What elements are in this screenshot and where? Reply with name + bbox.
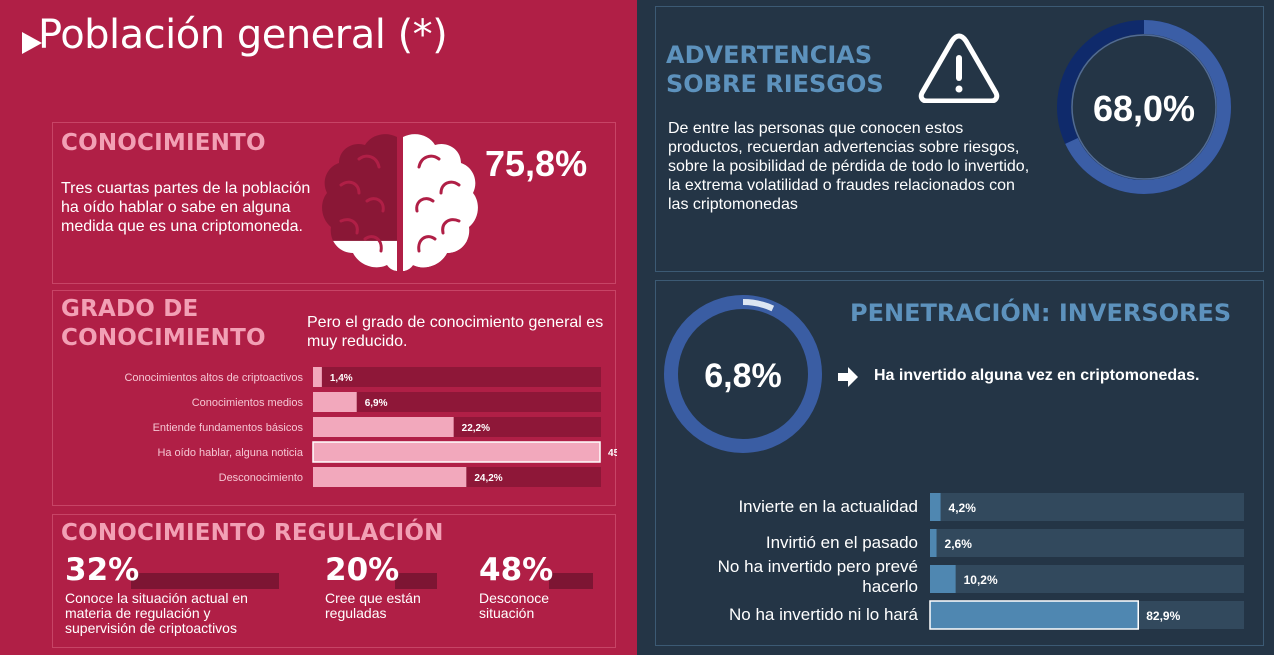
page-title: Población general (*) (38, 12, 448, 58)
regulacion-bar (549, 573, 593, 589)
inversores-category-label: hacerlo (862, 577, 918, 596)
inversores-bar (929, 600, 1139, 630)
conocimiento-box: CONOCIMIENTO Tres cuartas partes de la p… (52, 122, 616, 284)
regulacion-desc: Conoce la situación actual en materia de… (65, 590, 248, 636)
regulacion-item-conoce: 32% Conoce la situación actual en materi… (65, 553, 285, 636)
grado-category-label: Entiende fundamentos básicos (153, 422, 304, 434)
advertencias-ring: 68,0% (1057, 20, 1231, 194)
grado-value-label: 1,4% (330, 373, 353, 384)
arrow-right-icon (838, 367, 858, 387)
ring-fill (1057, 20, 1231, 194)
grado-bar (313, 467, 467, 487)
regulacion-desc: Cree que están reguladas (325, 590, 421, 621)
grado-bar (313, 392, 357, 412)
inversores-bar-track (930, 565, 1244, 593)
inversores-bar-chart: Invierte en la actualidad 4,2% Invirtió en… (718, 493, 1244, 630)
advertencias-text: De entre las personas que conocen estos … (668, 120, 1030, 213)
grado-bar (312, 441, 601, 463)
ring-fill (668, 299, 818, 449)
regulacion-item-reguladas: 20% Cree que están reguladas (325, 553, 445, 621)
inversores-category-label: Invirtió en el pasado (766, 533, 918, 552)
grado-value-label: 6,9% (365, 398, 388, 409)
grado-bar-track (313, 392, 601, 412)
advertencias-box: ADVERTENCIAS SOBRE RIESGOS De entre las … (655, 6, 1264, 272)
regulacion-heading: CONOCIMIENTO REGULACIÓN (61, 520, 444, 546)
left-panel: Población general (*) CONOCIMIENTO Tres … (0, 0, 637, 655)
regulacion-item-desconoce: 48% Desconoce situación (479, 553, 599, 621)
penetracion-title: PENETRACIÓN: INVERSORES (850, 299, 1232, 327)
grado-bar (313, 417, 454, 437)
grado-bar-chart: Conocimientos altos de criptoactivos 1,4%… (124, 367, 617, 487)
advertencias-title: ADVERTENCIAS SOBRE RIESGOS (666, 41, 884, 99)
inversores-bar-track (930, 529, 1244, 557)
grado-heading: GRADO DE CONOCIMIENTO (61, 296, 266, 351)
grado-text: Pero el grado de conocimiento general es… (307, 314, 604, 350)
inversores-bar (930, 565, 956, 593)
grado-box: GRADO DE CONOCIMIENTO Pero el grado de c… (52, 290, 617, 506)
penetracion-text: Ha invertido alguna vez en criptomonedas… (874, 367, 1200, 384)
grado-category-label: Conocimientos altos de criptoactivos (124, 372, 303, 384)
inversores-bar (930, 529, 937, 557)
inversores-category-label: Invierte en la actualidad (738, 497, 918, 516)
regulacion-bar (131, 573, 279, 589)
regulacion-bar (395, 573, 437, 589)
conocimiento-percent: 75,8% (485, 143, 588, 184)
inversores-bar (930, 493, 941, 521)
penetracion-box: 6,8% PENETRACIÓN: INVERSORES Ha invertid… (655, 280, 1264, 646)
play-arrow-icon (22, 32, 42, 54)
warning-icon (918, 33, 1000, 103)
regulacion-pct: 48% (479, 552, 554, 588)
inversores-value-label: 4,2% (949, 501, 977, 515)
advertencias-title-line1: ADVERTENCIAS (666, 41, 873, 69)
regulacion-box: CONOCIMIENTO REGULACIÓN 32% Conoce la si… (52, 514, 616, 648)
grado-value-label: 24,2% (474, 473, 502, 484)
inversores-category-label: No ha invertido pero prevé (718, 557, 918, 576)
grado-value-label: 22,2% (462, 423, 490, 434)
penetracion-ring: 6,8% (664, 295, 822, 453)
grado-bar-track (313, 367, 601, 387)
regulacion-desc: Desconoce situación (479, 590, 550, 621)
inversores-category-label: No ha invertido ni lo hará (729, 605, 919, 624)
inversores-value-label: 2,6% (945, 537, 973, 551)
grado-category-label: Ha oído hablar, alguna noticia (157, 447, 303, 459)
regulacion-pct: 32% (65, 552, 140, 588)
inversores-bar-track (930, 493, 1244, 521)
grado-category-label: Conocimientos medios (192, 397, 304, 409)
grado-bar (313, 367, 322, 387)
inversores-value-label: 10,2% (964, 573, 998, 587)
grado-value-label: 45,3% (608, 448, 617, 459)
conocimiento-text: Tres cuartas partes de la población ha o… (61, 180, 311, 235)
brain-icon (322, 134, 478, 271)
advertencias-percent: 68,0% (1093, 88, 1195, 129)
conocimiento-heading: CONOCIMIENTO (61, 130, 266, 156)
advertencias-title-line2: SOBRE RIESGOS (666, 70, 884, 98)
inversores-value-label: 82,9% (1146, 609, 1180, 623)
penetracion-percent: 6,8% (704, 357, 782, 395)
grado-category-label: Desconocimiento (219, 472, 303, 484)
brain-right-half (403, 134, 478, 271)
regulacion-pct: 20% (325, 552, 400, 588)
